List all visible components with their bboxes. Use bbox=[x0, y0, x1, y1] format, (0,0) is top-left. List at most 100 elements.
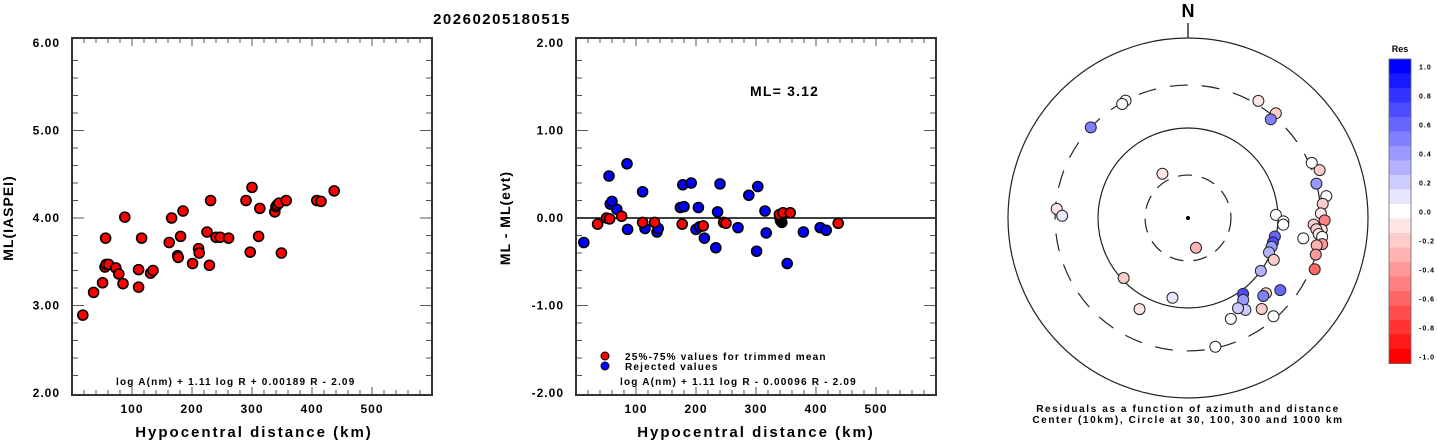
station-point bbox=[1309, 248, 1322, 261]
data-point bbox=[697, 220, 710, 232]
colorbar-border bbox=[1388, 58, 1412, 364]
data-point bbox=[591, 218, 604, 230]
station-point bbox=[1277, 218, 1290, 231]
colorbar-swatch bbox=[1389, 59, 1411, 74]
colorbar-swatch bbox=[1389, 117, 1411, 132]
station-point bbox=[1209, 340, 1222, 353]
colorbar-swatch bbox=[1389, 175, 1411, 190]
legend-marker-trimmed bbox=[600, 351, 610, 361]
data-point bbox=[193, 247, 205, 259]
data-point bbox=[280, 194, 293, 207]
data-point bbox=[77, 309, 89, 321]
data-point bbox=[760, 227, 773, 239]
station-point bbox=[1313, 164, 1326, 177]
station-point bbox=[1308, 263, 1321, 276]
colorbar-swatch bbox=[1389, 276, 1411, 292]
colorbar-swatch bbox=[1389, 349, 1411, 364]
data-point bbox=[636, 185, 649, 198]
ml-vs-distance-chart: ML(IASPEI) Hypocentral distance (km) log… bbox=[0, 36, 433, 441]
station-point bbox=[1255, 302, 1268, 315]
data-point bbox=[603, 213, 616, 225]
x-tick-label: 300 bbox=[744, 402, 767, 416]
station-point bbox=[1232, 302, 1245, 315]
formula-text: log A(nm) + 1.11 log R + 0.00189 R - 2.0… bbox=[116, 377, 355, 388]
y-tick-label: 1.00 bbox=[537, 124, 564, 138]
y-tick-label: -2.00 bbox=[532, 386, 564, 400]
data-point bbox=[621, 223, 634, 236]
data-point bbox=[201, 226, 213, 238]
x-tick-label: 400 bbox=[804, 402, 827, 416]
y-axis-label: ML(IASPEI) bbox=[0, 175, 16, 260]
plot-frame bbox=[72, 38, 432, 178]
data-point bbox=[797, 226, 810, 238]
legend-label-trimmed: 25%-75% values for trimmed mean bbox=[625, 352, 827, 363]
x-tick-label: 500 bbox=[360, 402, 383, 416]
y-tick-label: 2.00 bbox=[537, 36, 564, 50]
data-point bbox=[832, 217, 845, 230]
data-point bbox=[99, 232, 112, 244]
colorbar-swatch bbox=[1389, 146, 1411, 161]
y-tick-label: 5.00 bbox=[33, 124, 60, 138]
legend-marker-rejected bbox=[600, 361, 610, 371]
data-point bbox=[203, 259, 216, 272]
station-point bbox=[1224, 312, 1237, 325]
colorbar-swatch bbox=[1389, 218, 1411, 234]
data-point bbox=[784, 206, 797, 219]
data-point bbox=[692, 201, 705, 214]
data-point bbox=[96, 276, 109, 289]
colorbar-swatch bbox=[1389, 247, 1411, 263]
colorbar-swatch bbox=[1389, 291, 1411, 306]
colorbar-swatch bbox=[1389, 305, 1411, 321]
station-point bbox=[1252, 94, 1265, 107]
data-points bbox=[577, 157, 845, 270]
station-point bbox=[1310, 177, 1323, 190]
data-point bbox=[714, 178, 726, 190]
formula-text: log A(nm) + 1.11 log R - 0.00096 R - 2.0… bbox=[620, 377, 857, 388]
y-tick-label: 3.00 bbox=[33, 299, 60, 313]
station-point bbox=[1267, 310, 1280, 323]
colorbar-swatch bbox=[1389, 189, 1411, 205]
data-point bbox=[252, 230, 265, 243]
axis-ticks bbox=[576, 38, 936, 395]
data-point bbox=[621, 157, 633, 170]
x-tick-label: 200 bbox=[180, 402, 203, 416]
colorbar-tick-label: -0.8 bbox=[1419, 325, 1435, 332]
x-axis-label: Hypocentral distance (km) bbox=[135, 424, 373, 441]
station-point bbox=[1264, 113, 1277, 126]
data-point bbox=[732, 221, 744, 234]
data-point bbox=[275, 247, 288, 259]
data-point bbox=[603, 170, 615, 182]
colorbar-tick-label: -1.0 bbox=[1419, 354, 1435, 361]
data-point bbox=[172, 251, 184, 264]
data-point bbox=[709, 241, 722, 254]
data-point bbox=[177, 205, 189, 217]
station-point bbox=[1254, 264, 1267, 277]
data-point bbox=[222, 232, 235, 244]
colorbar-swatch bbox=[1389, 334, 1411, 350]
x-tick-label: 300 bbox=[240, 402, 263, 416]
y-tick-label: 4.00 bbox=[33, 211, 60, 225]
colorbar-tick-label: 1.0 bbox=[1419, 64, 1432, 71]
x-tick-label: 400 bbox=[300, 402, 323, 416]
data-point bbox=[315, 195, 327, 208]
x-tick-label: 200 bbox=[684, 402, 707, 416]
colorbar-swatch bbox=[1389, 88, 1411, 103]
colorbar-tick-label: -0.4 bbox=[1419, 267, 1435, 274]
colorbar-tick-label: 0.2 bbox=[1419, 180, 1432, 187]
data-point bbox=[678, 200, 690, 213]
station-point bbox=[1056, 209, 1069, 222]
data-point bbox=[577, 236, 590, 249]
data-point bbox=[240, 194, 252, 207]
data-point bbox=[163, 236, 175, 249]
legend-label-rejected: Rejected values bbox=[625, 362, 719, 373]
data-point bbox=[117, 277, 129, 290]
ring-30km bbox=[1144, 174, 1232, 262]
y-tick-label: 0.00 bbox=[537, 211, 564, 225]
station-point bbox=[1084, 121, 1097, 134]
data-point bbox=[186, 257, 199, 270]
colorbar-tick-label: 0.8 bbox=[1419, 93, 1432, 100]
data-point bbox=[820, 224, 833, 237]
data-point bbox=[615, 210, 628, 223]
station-point bbox=[1257, 289, 1270, 302]
